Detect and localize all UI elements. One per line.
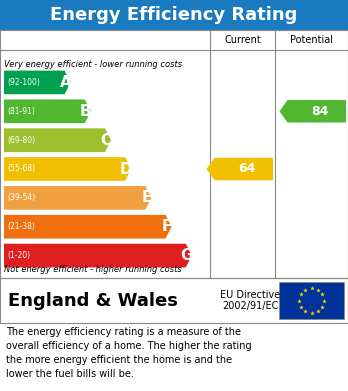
Polygon shape bbox=[279, 100, 346, 122]
Text: (1-20): (1-20) bbox=[7, 251, 30, 260]
Text: (92-100): (92-100) bbox=[7, 78, 40, 87]
Text: 64: 64 bbox=[238, 163, 255, 176]
Bar bbox=[0, 278, 348, 323]
Text: Not energy efficient - higher running costs: Not energy efficient - higher running co… bbox=[4, 265, 182, 274]
Text: B: B bbox=[80, 104, 92, 119]
Text: (69-80): (69-80) bbox=[7, 136, 35, 145]
Text: (21-38): (21-38) bbox=[7, 222, 35, 231]
Text: C: C bbox=[101, 133, 112, 148]
Text: 84: 84 bbox=[311, 105, 329, 118]
Text: The energy efficiency rating is a measure of the
overall efficiency of a home. T: The energy efficiency rating is a measur… bbox=[6, 327, 252, 379]
Text: England & Wales: England & Wales bbox=[8, 292, 178, 310]
Bar bbox=[0, 0, 348, 30]
Polygon shape bbox=[4, 244, 192, 267]
Text: Energy Efficiency Rating: Energy Efficiency Rating bbox=[50, 6, 298, 24]
Polygon shape bbox=[4, 71, 71, 94]
Text: (55-68): (55-68) bbox=[7, 165, 35, 174]
Text: (81-91): (81-91) bbox=[7, 107, 35, 116]
Polygon shape bbox=[4, 99, 91, 123]
Text: Potential: Potential bbox=[290, 35, 333, 45]
Text: Current: Current bbox=[224, 35, 261, 45]
Polygon shape bbox=[4, 215, 172, 239]
Polygon shape bbox=[4, 186, 151, 210]
Text: E: E bbox=[141, 190, 152, 205]
Text: A: A bbox=[60, 75, 71, 90]
Text: (39-54): (39-54) bbox=[7, 194, 35, 203]
Text: Very energy efficient - lower running costs: Very energy efficient - lower running co… bbox=[4, 60, 182, 69]
Text: F: F bbox=[161, 219, 172, 234]
Text: EU Directive
2002/91/EC: EU Directive 2002/91/EC bbox=[220, 290, 280, 311]
Polygon shape bbox=[4, 157, 131, 181]
Text: G: G bbox=[181, 248, 193, 263]
Polygon shape bbox=[4, 128, 111, 152]
Polygon shape bbox=[206, 158, 273, 180]
Bar bbox=[279, 282, 344, 319]
Text: D: D bbox=[120, 161, 133, 176]
